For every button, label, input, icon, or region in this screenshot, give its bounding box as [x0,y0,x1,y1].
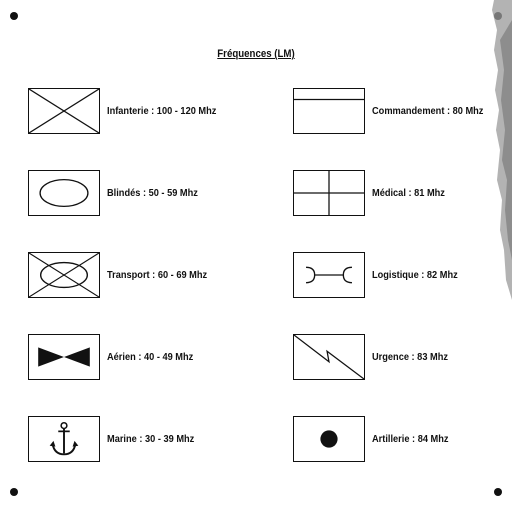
frequency-entry-navy: Marine : 30 - 39 Mhz [28,416,206,462]
infantry-cross-icon [28,88,100,134]
frequency-entry-emergency: Urgence : 83 Mhz [293,334,458,380]
corner-dot-bottom-right [494,488,502,496]
armor-oval-icon [28,170,100,216]
corner-dot-top-left [10,12,18,20]
emergency-lightning-icon [293,334,365,380]
frequency-label: Urgence : 83 Mhz [372,351,448,363]
page-title: Fréquences (LM) [217,48,295,60]
frequency-entry-artillery: Artillerie : 84 Mhz [293,416,459,462]
anchor-icon [28,416,100,462]
frequency-label: Aérien : 40 - 49 Mhz [107,351,194,363]
command-band-icon [293,88,365,134]
frequency-label: Transport : 60 - 69 Mhz [107,269,208,281]
frequency-entry-command: Commandement : 80 Mhz [293,88,499,134]
frequency-label: Artillerie : 84 Mhz [372,433,449,445]
frequency-entry-transport: Transport : 60 - 69 Mhz [28,252,221,298]
frequency-entry-aviation: Aérien : 40 - 49 Mhz [28,334,205,380]
corner-dot-bottom-left [10,488,18,496]
artillery-dot-icon [293,416,365,462]
frequency-entry-medical: Médical : 81 Mhz [293,170,455,216]
frequency-label: Marine : 30 - 39 Mhz [107,433,195,445]
frequency-label: Infanterie : 100 - 120 Mhz [107,105,217,117]
frequency-entry-armor: Blindés : 50 - 59 Mhz [28,170,210,216]
frequency-entry-infantry: Infanterie : 100 - 120 Mhz [28,88,231,134]
frequency-label: Logistique : 82 Mhz [372,269,458,281]
frequency-entry-logistics: Logistique : 82 Mhz [293,252,469,298]
frequency-label: Blindés : 50 - 59 Mhz [107,187,198,199]
medical-cross-icon [293,170,365,216]
aviation-bowtie-icon [28,334,100,380]
frequency-label: Médical : 81 Mhz [372,187,445,199]
transport-oval-cross-icon [28,252,100,298]
torn-edge-texture [492,0,512,300]
frequency-label: Commandement : 80 Mhz [372,105,484,117]
logistics-bracket-icon [293,252,365,298]
